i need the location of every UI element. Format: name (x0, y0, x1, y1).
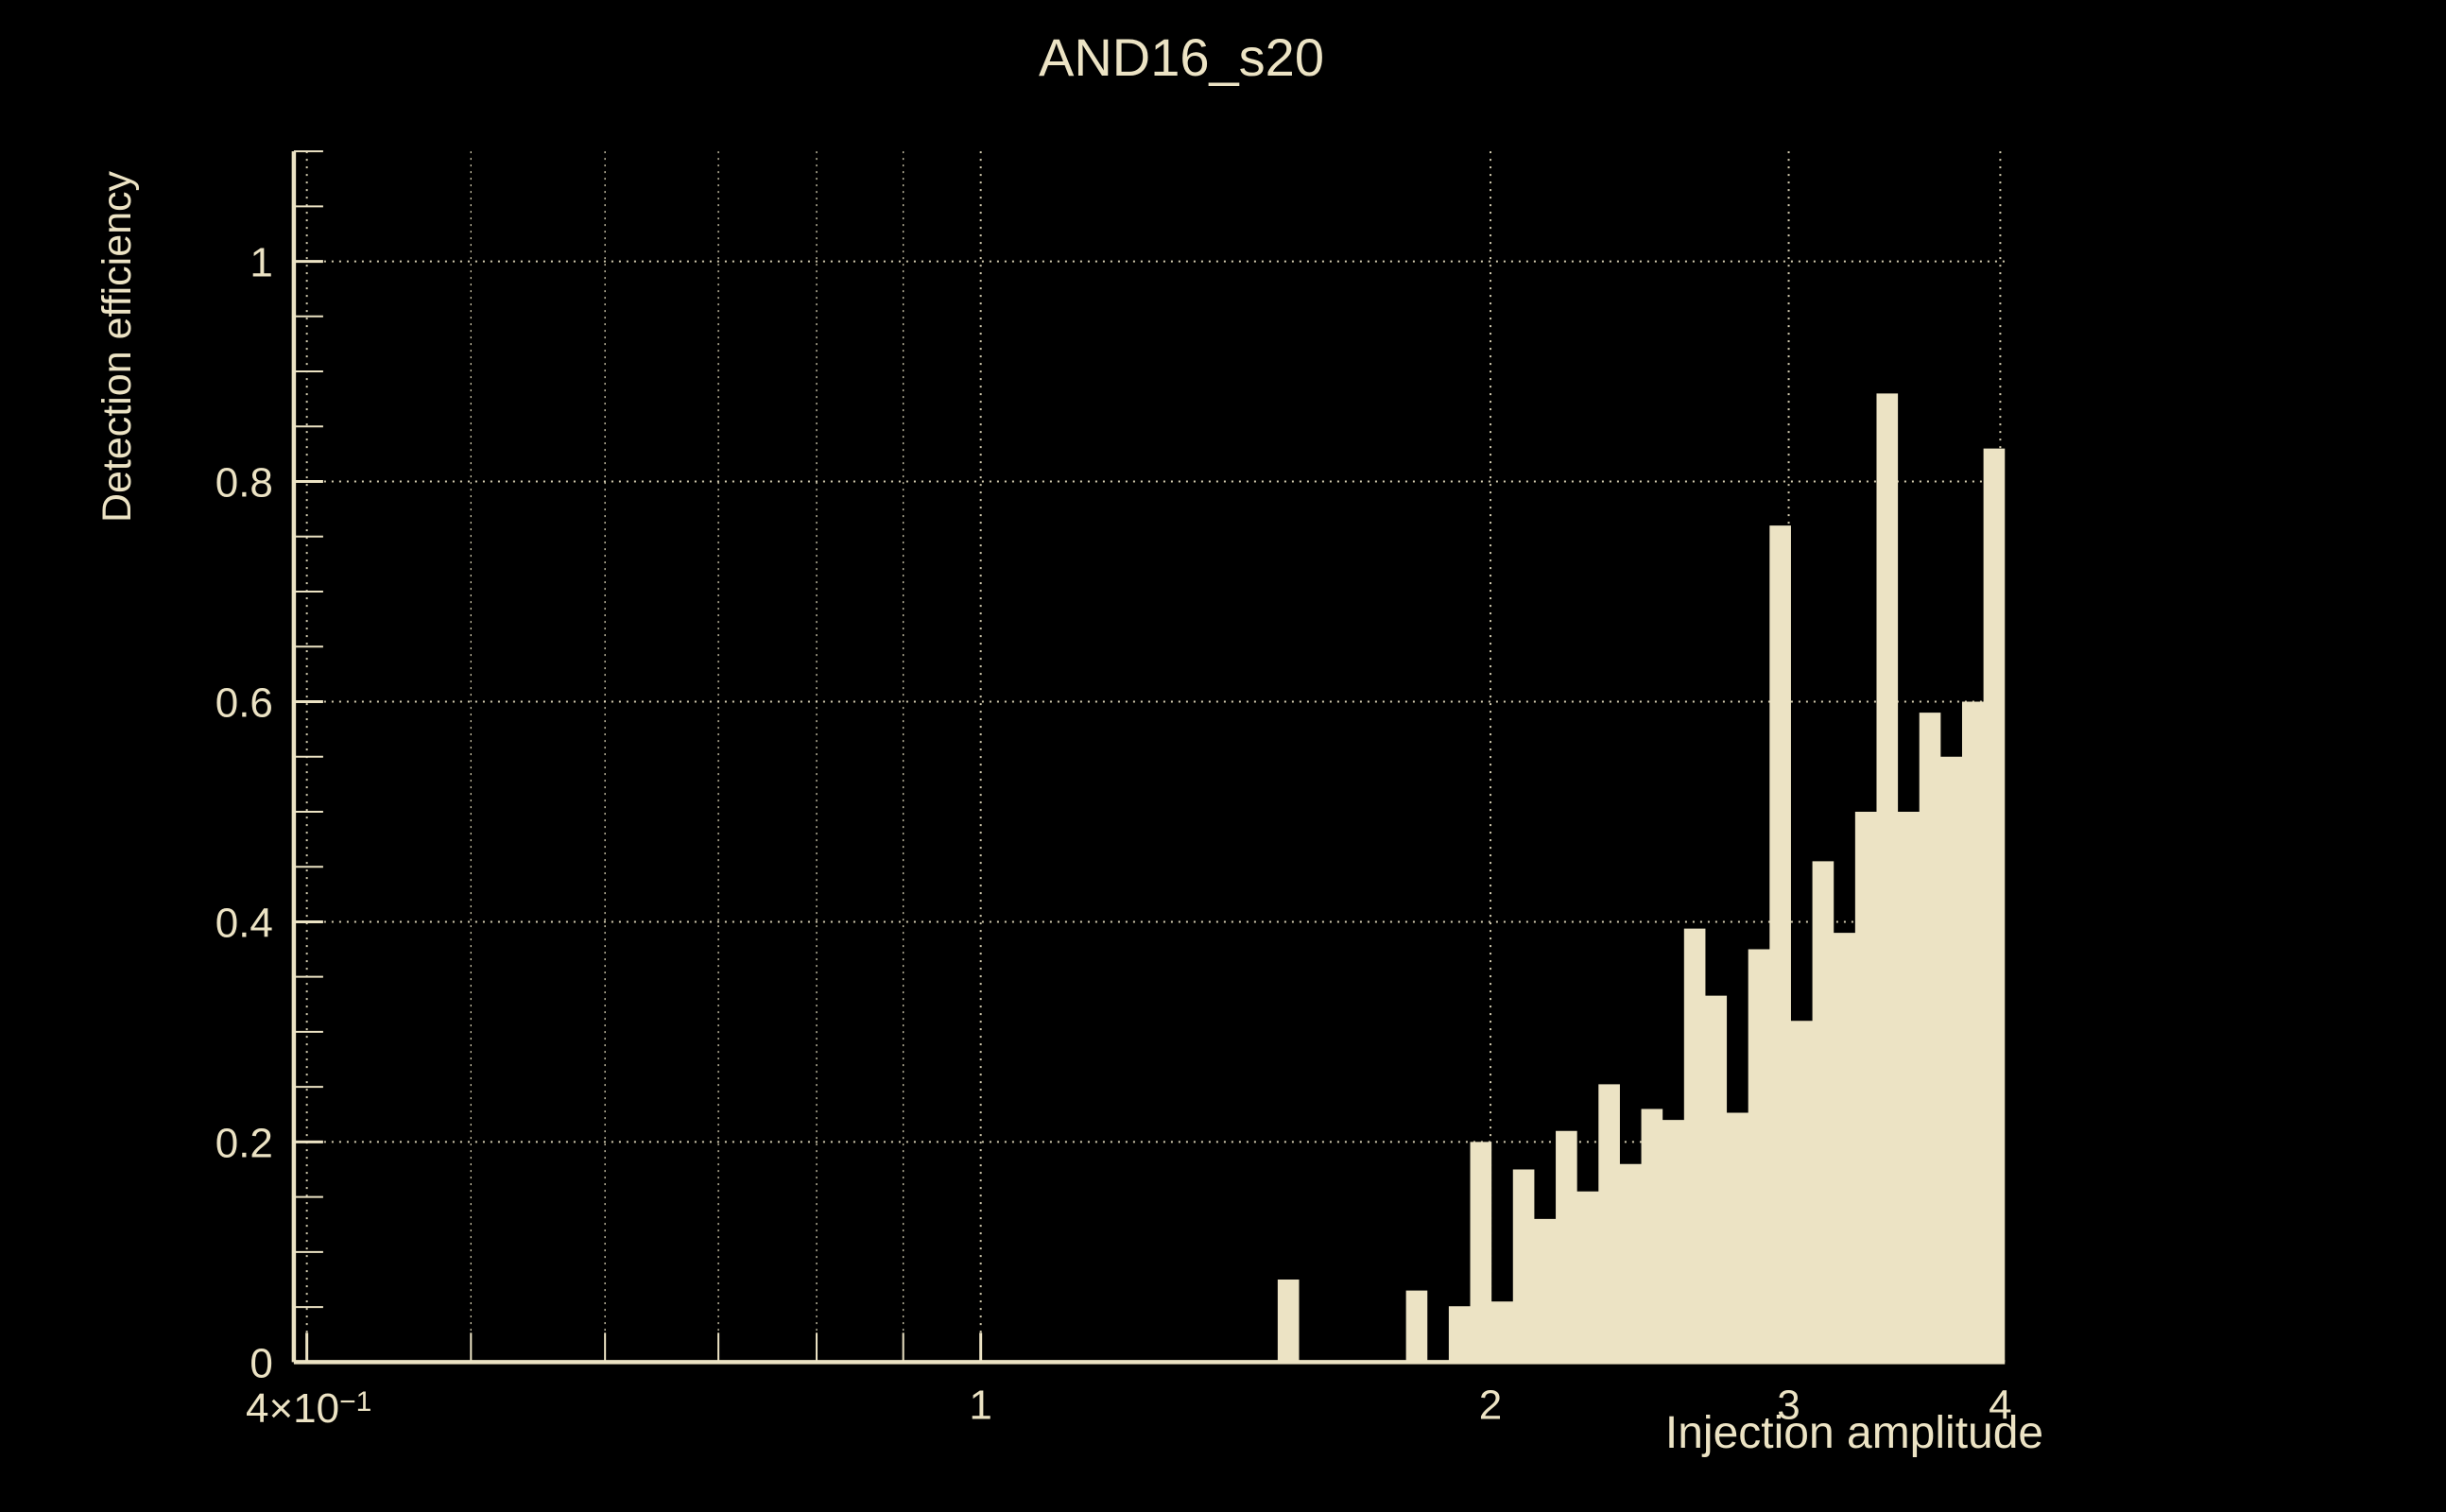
svg-text:0: 0 (250, 1340, 272, 1386)
svg-text:0.2: 0.2 (215, 1120, 273, 1166)
svg-text:1: 1 (250, 240, 272, 286)
svg-text:1: 1 (969, 1382, 991, 1428)
svg-text:AND16_s20: AND16_s20 (1039, 27, 1324, 87)
svg-text:0.6: 0.6 (215, 679, 273, 726)
svg-text:0.4: 0.4 (215, 900, 273, 946)
svg-text:0.8: 0.8 (215, 460, 273, 507)
svg-text:Detection efficiency: Detection efficiency (95, 170, 140, 523)
svg-text:Injection amplitude: Injection amplitude (1665, 1408, 2043, 1458)
svg-text:2: 2 (1479, 1382, 1502, 1428)
